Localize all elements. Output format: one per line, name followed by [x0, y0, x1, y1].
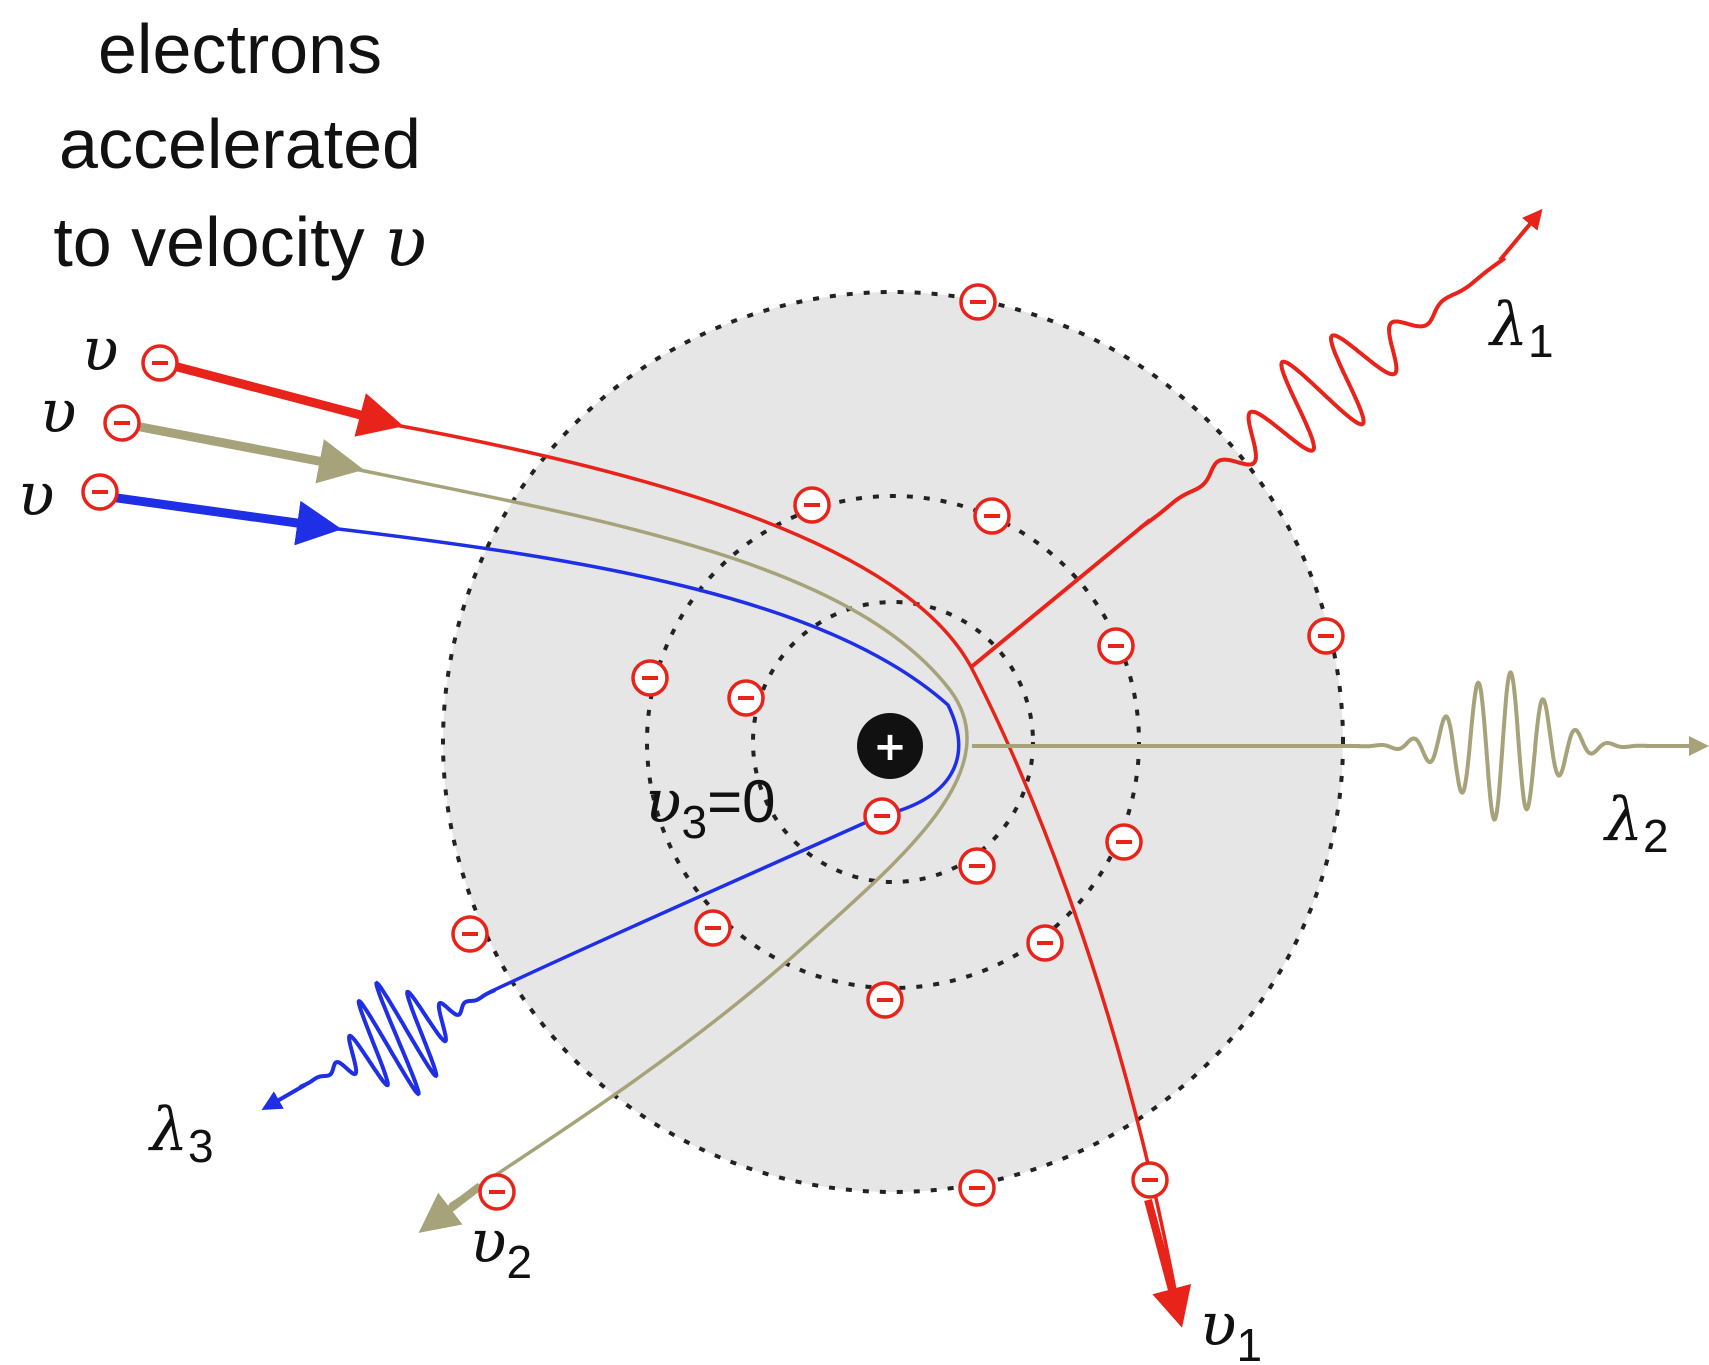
- blue-trajectory: [329, 526, 961, 994]
- v3-label: υ3=0: [645, 767, 776, 848]
- v2-label: υ2: [470, 1207, 532, 1288]
- olive-incoming-arrow: [129, 420, 364, 484]
- lambda3-subscript: 3: [188, 1120, 214, 1172]
- red-photon-wave: [1138, 256, 1507, 530]
- olive-photon-wave: [1355, 670, 1650, 822]
- caption-line-3: to velocity υ: [53, 201, 426, 283]
- lambda1-subscript: 1: [1528, 315, 1554, 367]
- caption-line-1: electrons: [98, 10, 382, 88]
- electron: [1105, 823, 1143, 861]
- incoming-velocity-label-1: υ: [82, 315, 118, 385]
- electron: [478, 1173, 516, 1211]
- nucleus: [857, 713, 923, 779]
- electron: [973, 497, 1011, 535]
- electron: [631, 659, 669, 697]
- olive-trajectory: [349, 466, 969, 1207]
- red-incoming-arrow: [168, 360, 404, 437]
- electron: [958, 847, 996, 885]
- red-photon-arrow: [1498, 208, 1543, 262]
- electron-group: [81, 283, 1345, 1211]
- blue-photon-arrow: [261, 1083, 306, 1110]
- electron: [863, 797, 901, 835]
- electron: [1131, 1161, 1169, 1199]
- red-photon-stem: [968, 518, 1152, 670]
- electron: [793, 486, 831, 524]
- lambda1-label: λ1: [1488, 290, 1554, 367]
- inner-shell: [751, 600, 1035, 884]
- v2-subscript: 2: [506, 1236, 532, 1288]
- electron: [959, 283, 997, 321]
- blue-incoming-arrow: [109, 492, 342, 546]
- electron: [103, 404, 141, 442]
- nucleus-sign: +: [873, 724, 907, 770]
- caption-velocity-symbol: υ: [384, 201, 427, 283]
- incoming-velocity-label-3: υ: [18, 460, 54, 530]
- v1-label: υ1: [1200, 1290, 1262, 1365]
- lambda3-label: λ3: [148, 1095, 214, 1172]
- red-trajectory: [389, 422, 1177, 1291]
- caption-line-2: accelerated: [59, 105, 421, 183]
- electron: [694, 909, 732, 947]
- v3-subscript: 3: [681, 796, 707, 848]
- olive-outgoing-arrow: [418, 1182, 483, 1233]
- blue-photon-wave: [299, 980, 496, 1097]
- v3-equals-zero: =0: [707, 768, 775, 835]
- electron: [1026, 924, 1064, 962]
- caption-line-3-text: to velocity: [53, 203, 384, 281]
- lambda2-subscript: 2: [1643, 810, 1669, 862]
- v1-subscript: 1: [1236, 1319, 1262, 1365]
- red-outgoing-arrow: [1144, 1198, 1192, 1328]
- electron: [1097, 627, 1135, 665]
- electron: [1307, 617, 1345, 655]
- electron: [81, 473, 119, 511]
- lambda2-label: λ2: [1603, 785, 1669, 862]
- electron: [866, 981, 904, 1019]
- middle-shell: [645, 494, 1141, 990]
- electron: [958, 1169, 996, 1207]
- electron: [141, 344, 179, 382]
- electron: [451, 915, 489, 953]
- incoming-velocity-label-2: υ: [40, 377, 76, 447]
- electron: [727, 679, 765, 717]
